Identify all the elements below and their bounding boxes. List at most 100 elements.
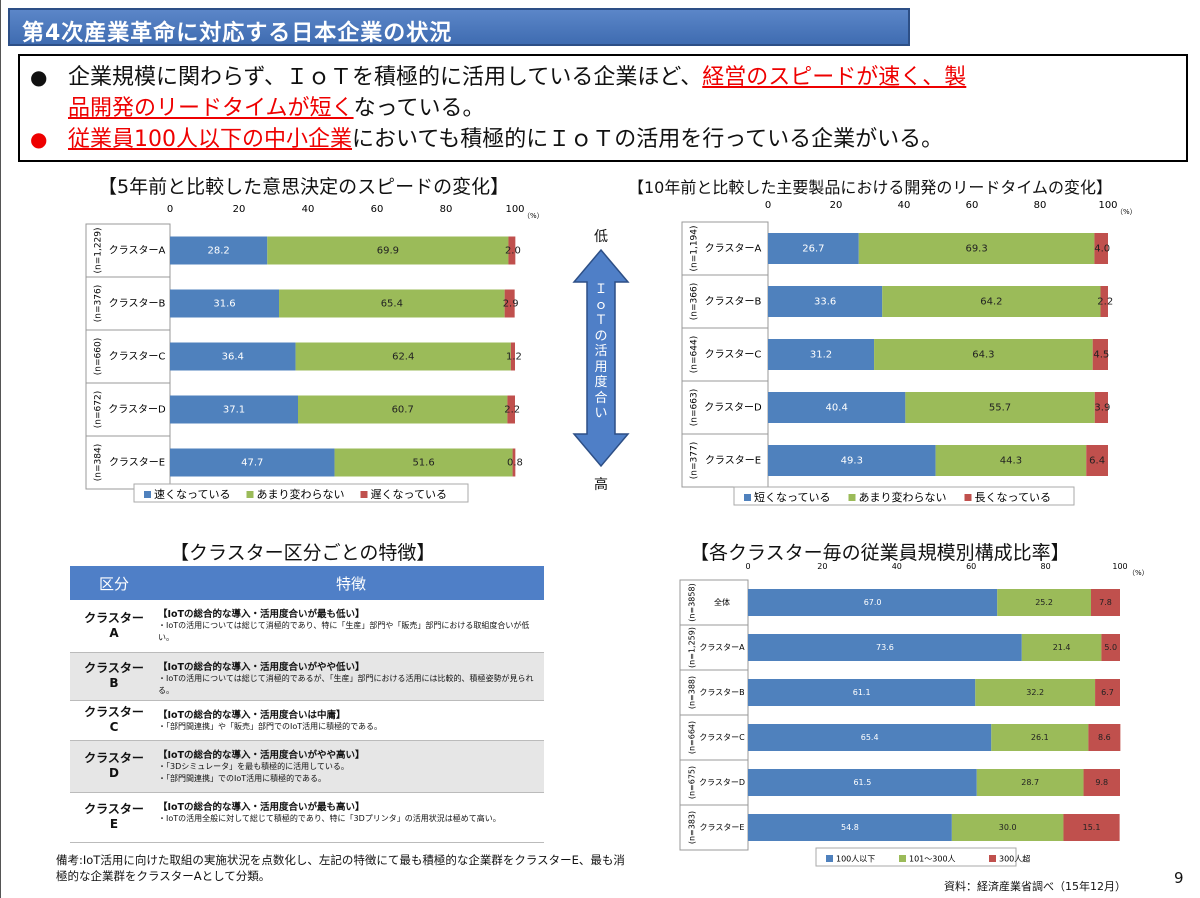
chart2-title: 【10年前と比較した主要製品における開発のリードタイムの変化】: [628, 178, 1113, 197]
features-heading: 【IoTの総合的な導入・活用度合いは中庸】: [158, 709, 346, 721]
x-tick-label: 20: [817, 562, 827, 571]
data-label: 73.6: [876, 643, 894, 652]
data-label: 2.9: [503, 299, 519, 310]
n-label: (n=377): [690, 442, 700, 479]
data-label: 2.0: [505, 246, 521, 257]
x-tick-label: 40: [898, 200, 911, 211]
category-label: クラスターB: [699, 688, 744, 697]
legend-swatch: [744, 494, 751, 501]
category-label: クラスターD: [108, 404, 166, 416]
x-tick-label: 80: [440, 204, 453, 215]
bar-segment: [1090, 589, 1120, 616]
bar-segment: [748, 814, 952, 841]
n-label: (n=376): [94, 285, 104, 322]
bar-segment: [170, 236, 268, 265]
features-row: クラスター A 【IoTの総合的な導入・活用度合いが最も低い】 ・IoTの活用につい…: [70, 600, 544, 653]
legend-swatch: [964, 494, 972, 501]
legend-swatch: [246, 491, 254, 498]
chart-employee-size: 0 20 40 60 80 100（%） (n=3858) 全体 67.0 25.2 7.8 (n=1…: [679, 562, 1146, 867]
n-label: (n=644): [690, 336, 700, 373]
unit-label: （%）: [1116, 208, 1136, 216]
legend-swatch: [899, 855, 906, 862]
n-label: (n=1,259): [688, 627, 697, 668]
unit-label: （%）: [1128, 569, 1146, 577]
n-label: (n=384): [94, 444, 104, 481]
x-tick-label: 60: [966, 200, 979, 211]
highlight-sme: 従業員100人以下の中小企業: [68, 127, 352, 152]
data-label: 2.2: [1097, 297, 1113, 308]
x-tick-label: 0: [745, 562, 750, 571]
data-label: 64.3: [972, 350, 994, 361]
bar-segment: [297, 395, 508, 424]
data-label: 54.8: [841, 823, 859, 832]
legend-label: 短くなっている: [754, 490, 830, 504]
features-body: ・「3Dシミュレータ」を最も積極的に活用している。 ・「部門間連携」でのIoT活…: [158, 761, 349, 783]
features-heading: 【IoTの総合的な導入・活用度合いが最も高い】: [158, 801, 365, 813]
data-label: 7.8: [1099, 598, 1112, 607]
summary-line-2: ● 従業員100人以下の中小企業においても積極的にＩｏＴの活用を行っている企業が…: [30, 124, 1176, 155]
legend-swatch: [144, 491, 151, 498]
x-tick-label: 60: [371, 204, 384, 215]
legend-label: 300人超: [999, 854, 1030, 864]
data-label: 4.5: [1093, 350, 1109, 361]
features-cluster-name: クラスター E: [70, 792, 158, 843]
bar-segment: [334, 448, 513, 477]
bar-segment: [1063, 814, 1120, 841]
summary-line-1: ● 企業規模に関わらず、ＩｏＴを積極的に活用している企業ほど、経営のスピードが速…: [30, 62, 1176, 124]
bar-segment: [170, 289, 280, 318]
data-label: 30.0: [999, 823, 1017, 832]
data-label: 25.2: [1035, 598, 1053, 607]
data-label: 6.7: [1101, 688, 1114, 697]
features-cluster-name: クラスター D: [70, 740, 158, 793]
features-row: クラスター B 【IoTの総合的な導入・活用度合いがやや低い】 ・IoTの活用につい…: [70, 652, 544, 701]
bar-segment: [748, 679, 976, 706]
features-row: クラスター E 【IoTの総合的な導入・活用度合いが最も高い】 ・IoTの活用全般に…: [70, 792, 544, 843]
x-tick-label: 100: [505, 204, 524, 215]
x-tick-label: 80: [1041, 562, 1051, 571]
features-body: ・IoTの活用全般に対して総じて積極的であり、特に「3Dプリンタ」の活用状況は極…: [158, 813, 501, 823]
features-heading: 【IoTの総合的な導入・活用度合いがやや低い】: [158, 661, 365, 673]
legend-swatch: [826, 855, 833, 862]
bar-segment: [976, 769, 1084, 796]
legend-box: [133, 483, 469, 503]
x-tick-label: 0: [765, 200, 771, 211]
bar-segment: [768, 233, 859, 264]
summary-text-1: 企業規模に関わらず、ＩｏＴを積極的に活用している企業ほど、経営のスピードが速く、…: [68, 65, 967, 121]
n-label: (n=664): [688, 721, 697, 754]
n-label: (n=672): [94, 391, 104, 428]
features-col-description: 特徴: [158, 566, 544, 600]
data-label: 67.0: [864, 598, 882, 607]
category-label: クラスターD: [699, 778, 745, 787]
bar-segment: [510, 342, 515, 371]
data-label: 26.7: [802, 244, 824, 255]
bar-segment: [507, 395, 515, 424]
data-label: 26.1: [1031, 733, 1049, 742]
bar-segment: [170, 448, 335, 477]
bar-segment: [1021, 634, 1102, 661]
features-description: 【IoTの総合的な導入・活用度合いが最も高い】 ・IoTの活用全般に対して総じて積…: [158, 792, 544, 843]
features-heading: 【IoTの総合的な導入・活用度合いがやや高い】: [158, 749, 365, 761]
x-tick-label: 20: [233, 204, 246, 215]
chart1-title: 【5年前と比較した意思決定のスピードの変化】: [98, 176, 510, 198]
data-label: 31.6: [213, 299, 235, 310]
bar-segment: [508, 236, 516, 265]
category-label: クラスターB: [109, 298, 166, 310]
features-title: 【クラスター区分ごとの特徴】: [170, 542, 436, 564]
bar-segment: [748, 634, 1022, 661]
arrow-middle-label: ＩｏＴの活用度合い: [594, 282, 608, 421]
x-tick-label: 40: [892, 562, 902, 571]
features-row: クラスター C 【IoTの総合的な導入・活用度合いは中庸】 ・「部門間連携」や「販売…: [70, 700, 544, 741]
legend-label: 100人以下: [836, 855, 875, 864]
legend-label: 遅くなっている: [371, 488, 447, 501]
category-label: クラスターE: [109, 457, 165, 469]
bar-segment: [267, 236, 509, 265]
category-label: 全体: [714, 597, 730, 607]
source-text: 資料：経済産業省調べ（15年12月）: [944, 880, 1126, 893]
bar-segment: [997, 589, 1091, 616]
category-label: クラスターE: [705, 455, 761, 467]
data-label: 2.2: [504, 405, 520, 416]
data-label: 9.8: [1095, 778, 1108, 787]
bar-segment: [975, 679, 1096, 706]
features-cluster-name: クラスター A: [70, 600, 158, 653]
